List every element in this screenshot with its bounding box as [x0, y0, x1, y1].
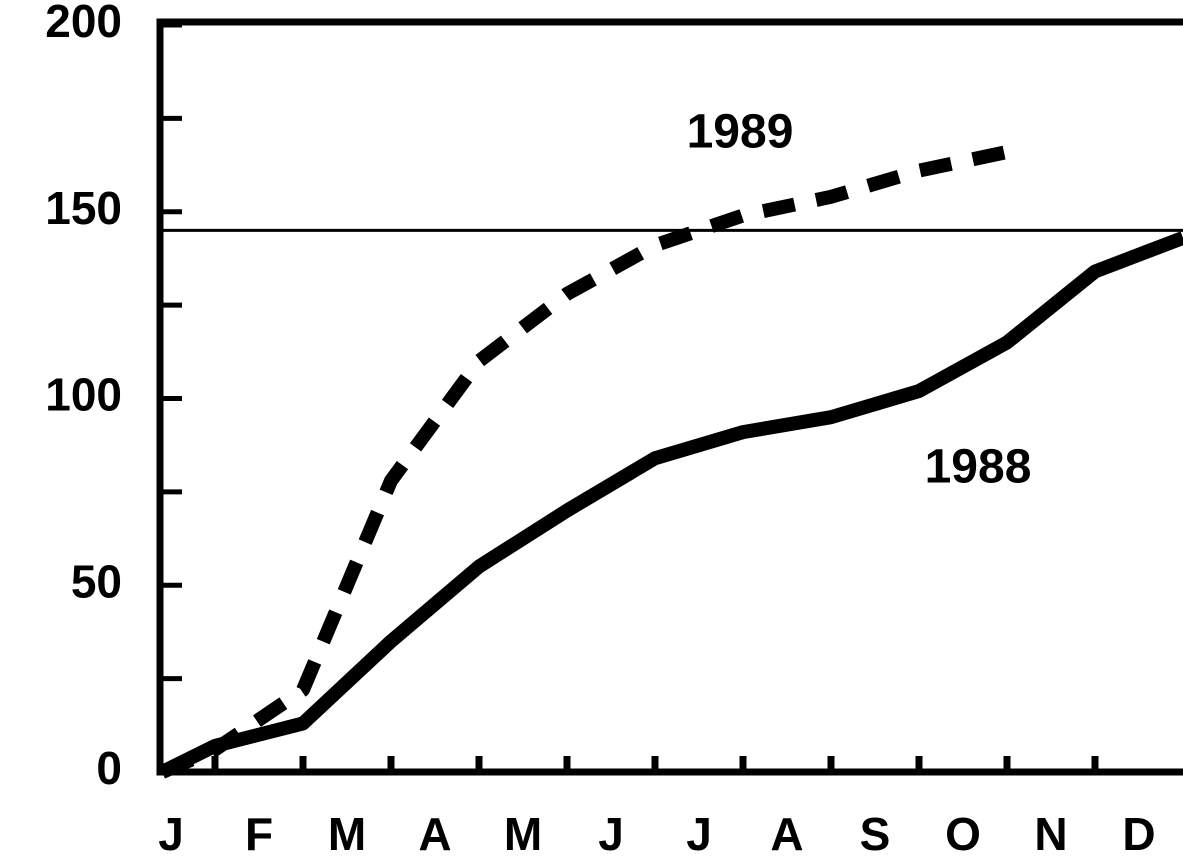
plot-frame [156, 18, 1183, 776]
x-tick-label: J [686, 808, 712, 860]
x-tick-label: J [598, 808, 624, 860]
x-tick-label: M [328, 808, 366, 860]
y-tick-label: 0 [96, 742, 122, 794]
series-line [159, 231, 1183, 779]
x-tick-label: J [158, 808, 184, 860]
y-tick-label: 150 [45, 182, 122, 234]
annotation: 1988 [925, 441, 1032, 494]
y-tick-label: 50 [71, 555, 122, 607]
x-tick-label: D [1122, 808, 1155, 860]
x-tick-label: N [1034, 808, 1067, 860]
series-line [159, 145, 1009, 779]
y-tick-label: 200 [45, 0, 122, 47]
x-tick-label: F [245, 808, 273, 860]
x-tick-label: O [945, 808, 981, 860]
x-tick-label: A [770, 808, 803, 860]
annotation: 1989 [687, 106, 794, 159]
x-tick-label: M [504, 808, 542, 860]
y-tick-label: 100 [45, 369, 122, 421]
x-tick-label: A [418, 808, 451, 860]
x-tick-label: S [860, 808, 891, 860]
